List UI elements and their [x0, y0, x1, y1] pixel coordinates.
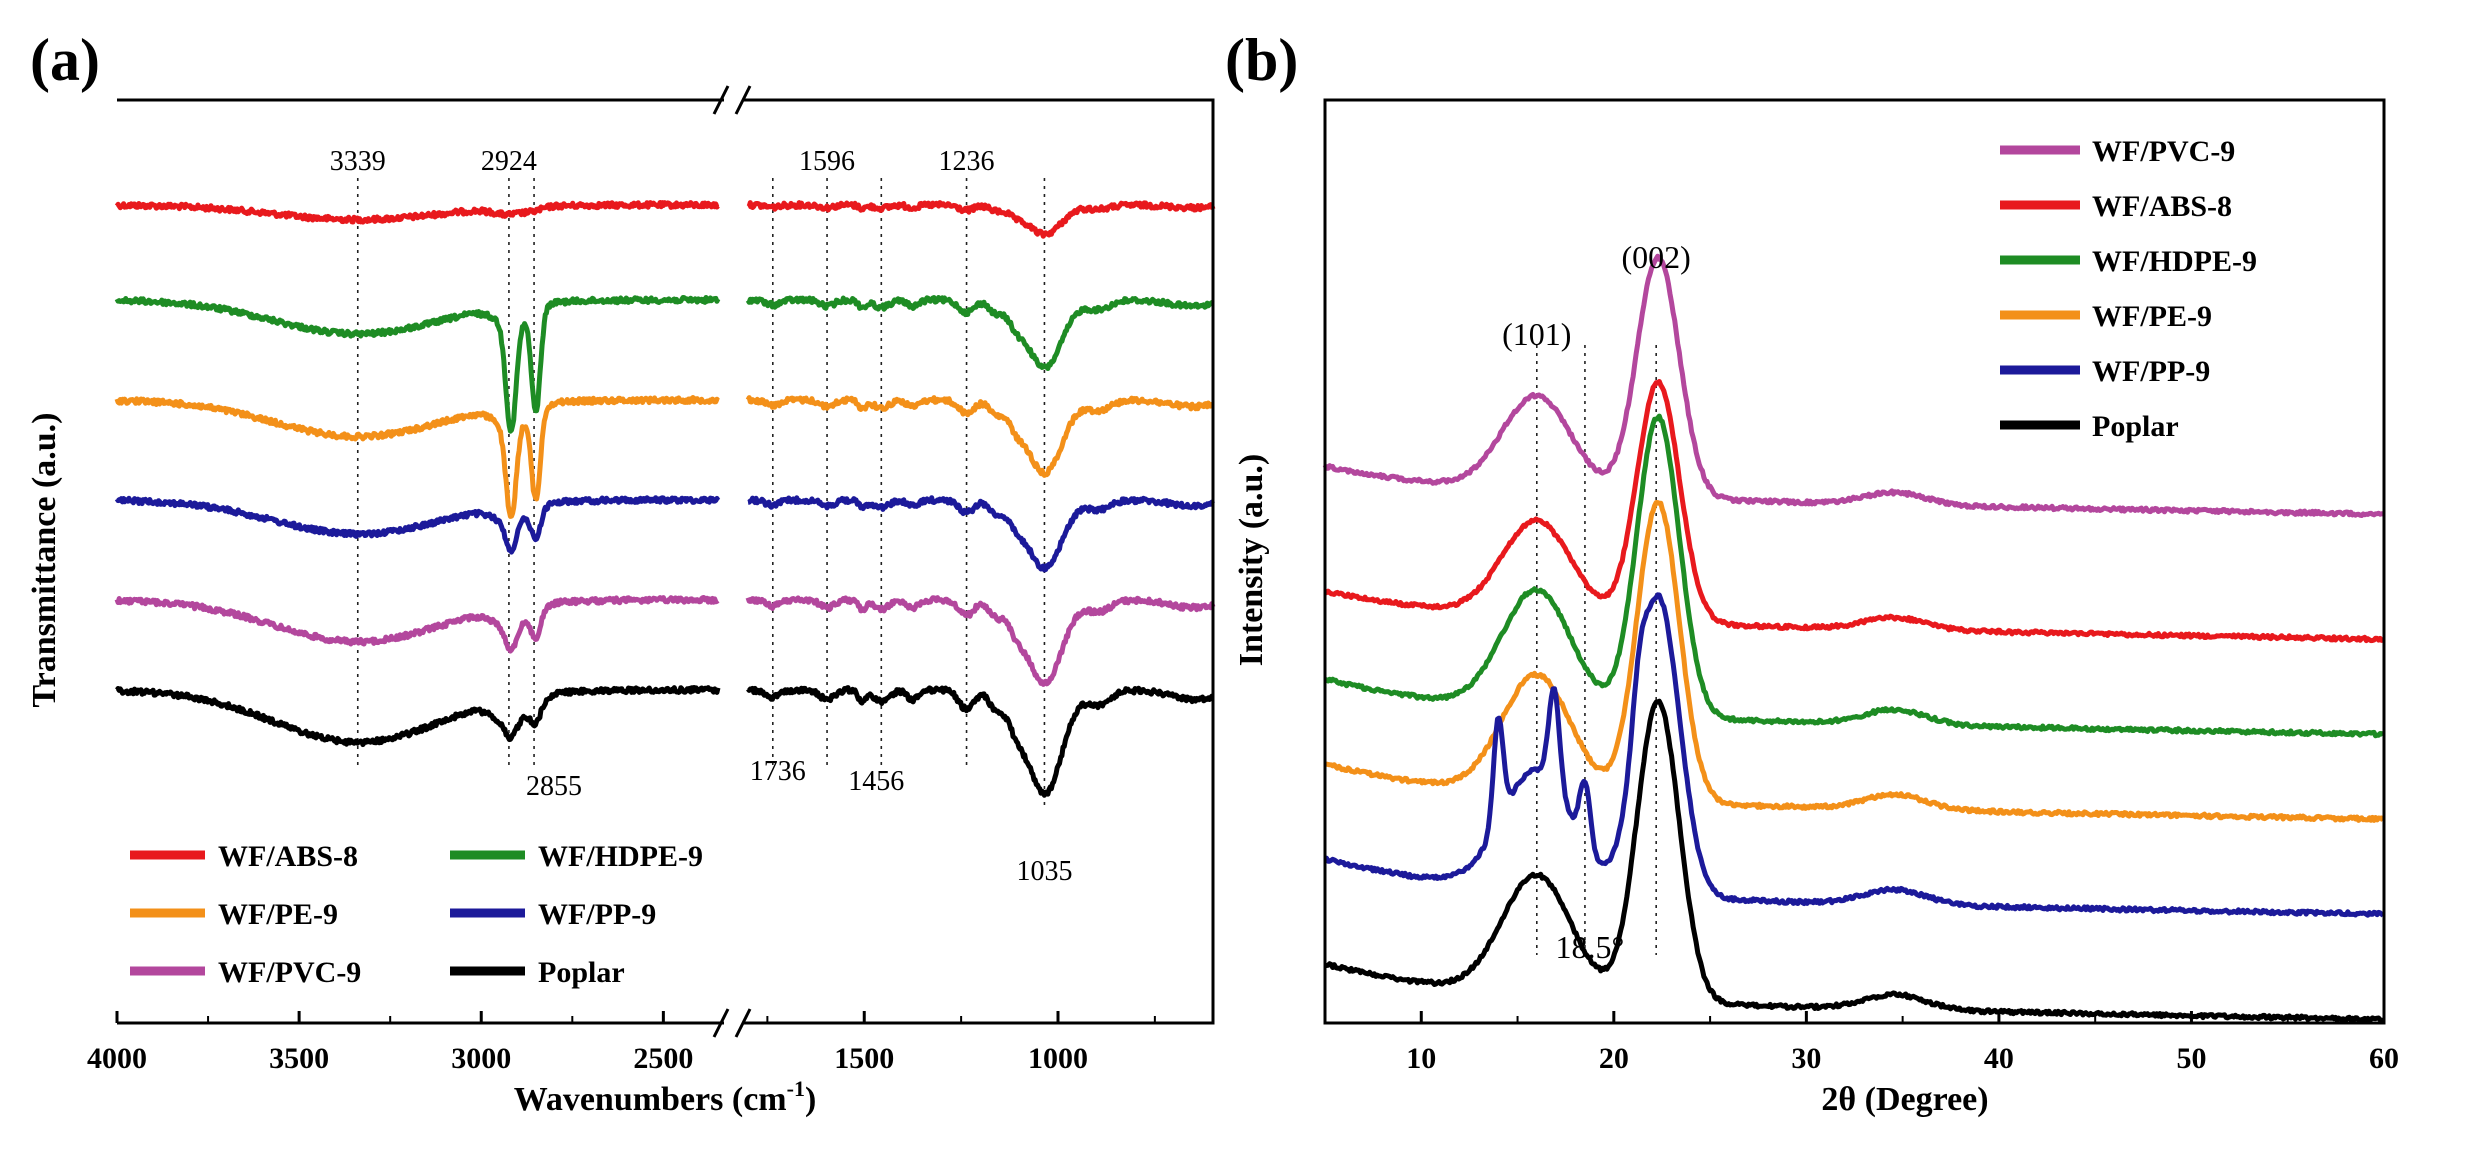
annotation-label-2855: 2855 — [526, 771, 582, 802]
annotation-185: 18.5° — [1556, 929, 1625, 965]
legend-label-wf-pvc-9: WF/PVC-9 — [2092, 135, 2235, 168]
panel-b-axes-frame — [1323, 98, 2386, 1025]
pattern-line-wf-pvc-9 — [1322, 253, 2385, 518]
panel-a-label: (a) — [30, 27, 100, 93]
x-label-tail: ) — [805, 1081, 816, 1118]
x-tick-label-1000: 1000 — [1028, 1042, 1088, 1075]
spectrum-line-wf-hdpe-9-seg1 — [114, 295, 721, 434]
axis-break-bottom-right — [734, 1008, 752, 1038]
legend-label-wf-pe-9: WF/PE-9 — [218, 898, 338, 931]
panel-b-xrd: (b) 10 20 30 40 50 60 (101) (002) 18.5° 2θ (Deg… — [1225, 27, 2399, 1118]
axis-break-top-left — [712, 85, 730, 115]
x-tick-label-3500: 3500 — [269, 1042, 329, 1075]
annotation-label-1035: 1035 — [1016, 856, 1072, 887]
panel-a-axes-frame — [117, 98, 1215, 1025]
legend-label-wf-pvc-9: WF/PVC-9 — [218, 956, 361, 989]
panel-a-ftir: (a) 3339 2924 2855 1736 1596 1456 1236 1035 400… — [26, 27, 1216, 1118]
panel-b-y-axis-label: Intensity (a.u.) — [1233, 454, 1270, 667]
x-tick-label-50: 50 — [2176, 1042, 2206, 1075]
x-tick-label-40: 40 — [1984, 1042, 2014, 1075]
spectrum-line-wf-pe-9-seg1 — [114, 395, 720, 519]
spectrum-line-poplar-seg1 — [115, 685, 721, 748]
legend-label-wf-pp-9: WF/PP-9 — [2092, 355, 2210, 388]
x-label-main: Wavenumbers (cm — [514, 1081, 787, 1118]
pattern-line-wf-pp-9 — [1324, 592, 2385, 918]
x-tick-label-20: 20 — [1599, 1042, 1629, 1075]
x-tick-label-1500: 1500 — [834, 1042, 894, 1075]
x-tick-label-60: 60 — [2369, 1042, 2399, 1075]
x-tick-label-4000: 4000 — [87, 1042, 147, 1075]
panel-a-series — [114, 200, 1216, 798]
panel-b-reference-lines — [1536, 345, 1657, 955]
annotation-label-1596: 1596 — [799, 146, 855, 177]
x-tick-label-2500: 2500 — [633, 1042, 693, 1075]
spectrum-line-wf-pvc-9-seg1 — [114, 595, 720, 654]
spectrum-line-wf-pp-9-seg1 — [114, 495, 721, 555]
spectrum-line-poplar-seg2 — [746, 685, 1215, 798]
legend-label-wf-pp-9: WF/PP-9 — [538, 898, 656, 931]
pattern-line-wf-pe-9 — [1324, 500, 2386, 823]
spectrum-line-wf-hdpe-9-seg2 — [745, 295, 1215, 371]
spectrum-line-wf-abs-8-seg2 — [746, 200, 1216, 239]
legend-label-wf-pe-9: WF/PE-9 — [2092, 300, 2212, 333]
annotation-label-1456: 1456 — [848, 766, 904, 797]
panel-b-x-axis-label: 2θ (Degree) — [1821, 1081, 1988, 1118]
panel-b-legend: WF/PVC-9 WF/ABS-8 WF/HDPE-9 WF/PE-9 WF/PP-9 P… — [2000, 135, 2257, 443]
panel-a-ticks: 4000 3500 3000 2500 1500 1000 — [87, 1011, 1156, 1075]
legend-label-wf-abs-8: WF/ABS-8 — [218, 840, 358, 873]
panel-a-y-axis-label: Transmittance (a.u.) — [26, 413, 63, 708]
annotation-002: (002) — [1622, 239, 1691, 275]
axis-break-bottom-left — [712, 1008, 730, 1038]
panel-a-annotations: 3339 2924 2855 1736 1596 1456 1236 1035 — [330, 146, 1073, 887]
annotation-101: (101) — [1502, 316, 1571, 352]
spectrum-line-wf-pvc-9-seg2 — [745, 595, 1216, 687]
axis-break-top-right — [734, 85, 752, 115]
legend-label-wf-hdpe-9: WF/HDPE-9 — [2092, 245, 2257, 278]
x-tick-label-10: 10 — [1406, 1042, 1436, 1075]
legend-label-poplar: Poplar — [538, 956, 625, 989]
spectrum-line-wf-pp-9-seg2 — [746, 495, 1215, 573]
panel-b-label: (b) — [1225, 27, 1298, 93]
annotation-label-1736: 1736 — [750, 756, 806, 787]
pattern-line-poplar — [1324, 698, 2385, 1024]
annotation-label-1236: 1236 — [939, 146, 995, 177]
legend-label-poplar: Poplar — [2092, 410, 2179, 443]
annotation-label-3339: 3339 — [330, 146, 386, 177]
x-tick-label-3000: 3000 — [451, 1042, 511, 1075]
legend-label-wf-hdpe-9: WF/HDPE-9 — [538, 840, 703, 873]
panel-b-frame — [1323, 98, 2386, 1025]
panel-a-legend: WF/ABS-8 WF/HDPE-9 WF/PE-9 WF/PP-9 WF/PVC-9 P… — [130, 840, 703, 989]
legend-label-wf-abs-8: WF/ABS-8 — [2092, 190, 2232, 223]
spectrum-line-wf-pe-9-seg2 — [745, 395, 1215, 478]
x-label-superscript: -1 — [787, 1076, 805, 1101]
spectrum-line-wf-abs-8-seg1 — [114, 200, 720, 225]
annotation-label-2924: 2924 — [481, 146, 537, 177]
pattern-line-wf-hdpe-9 — [1324, 413, 2385, 739]
x-tick-label-30: 30 — [1791, 1042, 1821, 1075]
panel-b-series — [1322, 253, 2386, 1024]
panel-a-frame — [117, 85, 1215, 1038]
pattern-line-wf-abs-8 — [1323, 379, 2385, 644]
panel-b-ticks: 10 20 30 40 50 60 — [1324, 1011, 2399, 1075]
panel-a-x-axis-label: Wavenumbers (cm-1) — [514, 1076, 817, 1118]
panel-b-annotations: (101) (002) 18.5° — [1502, 239, 1691, 965]
